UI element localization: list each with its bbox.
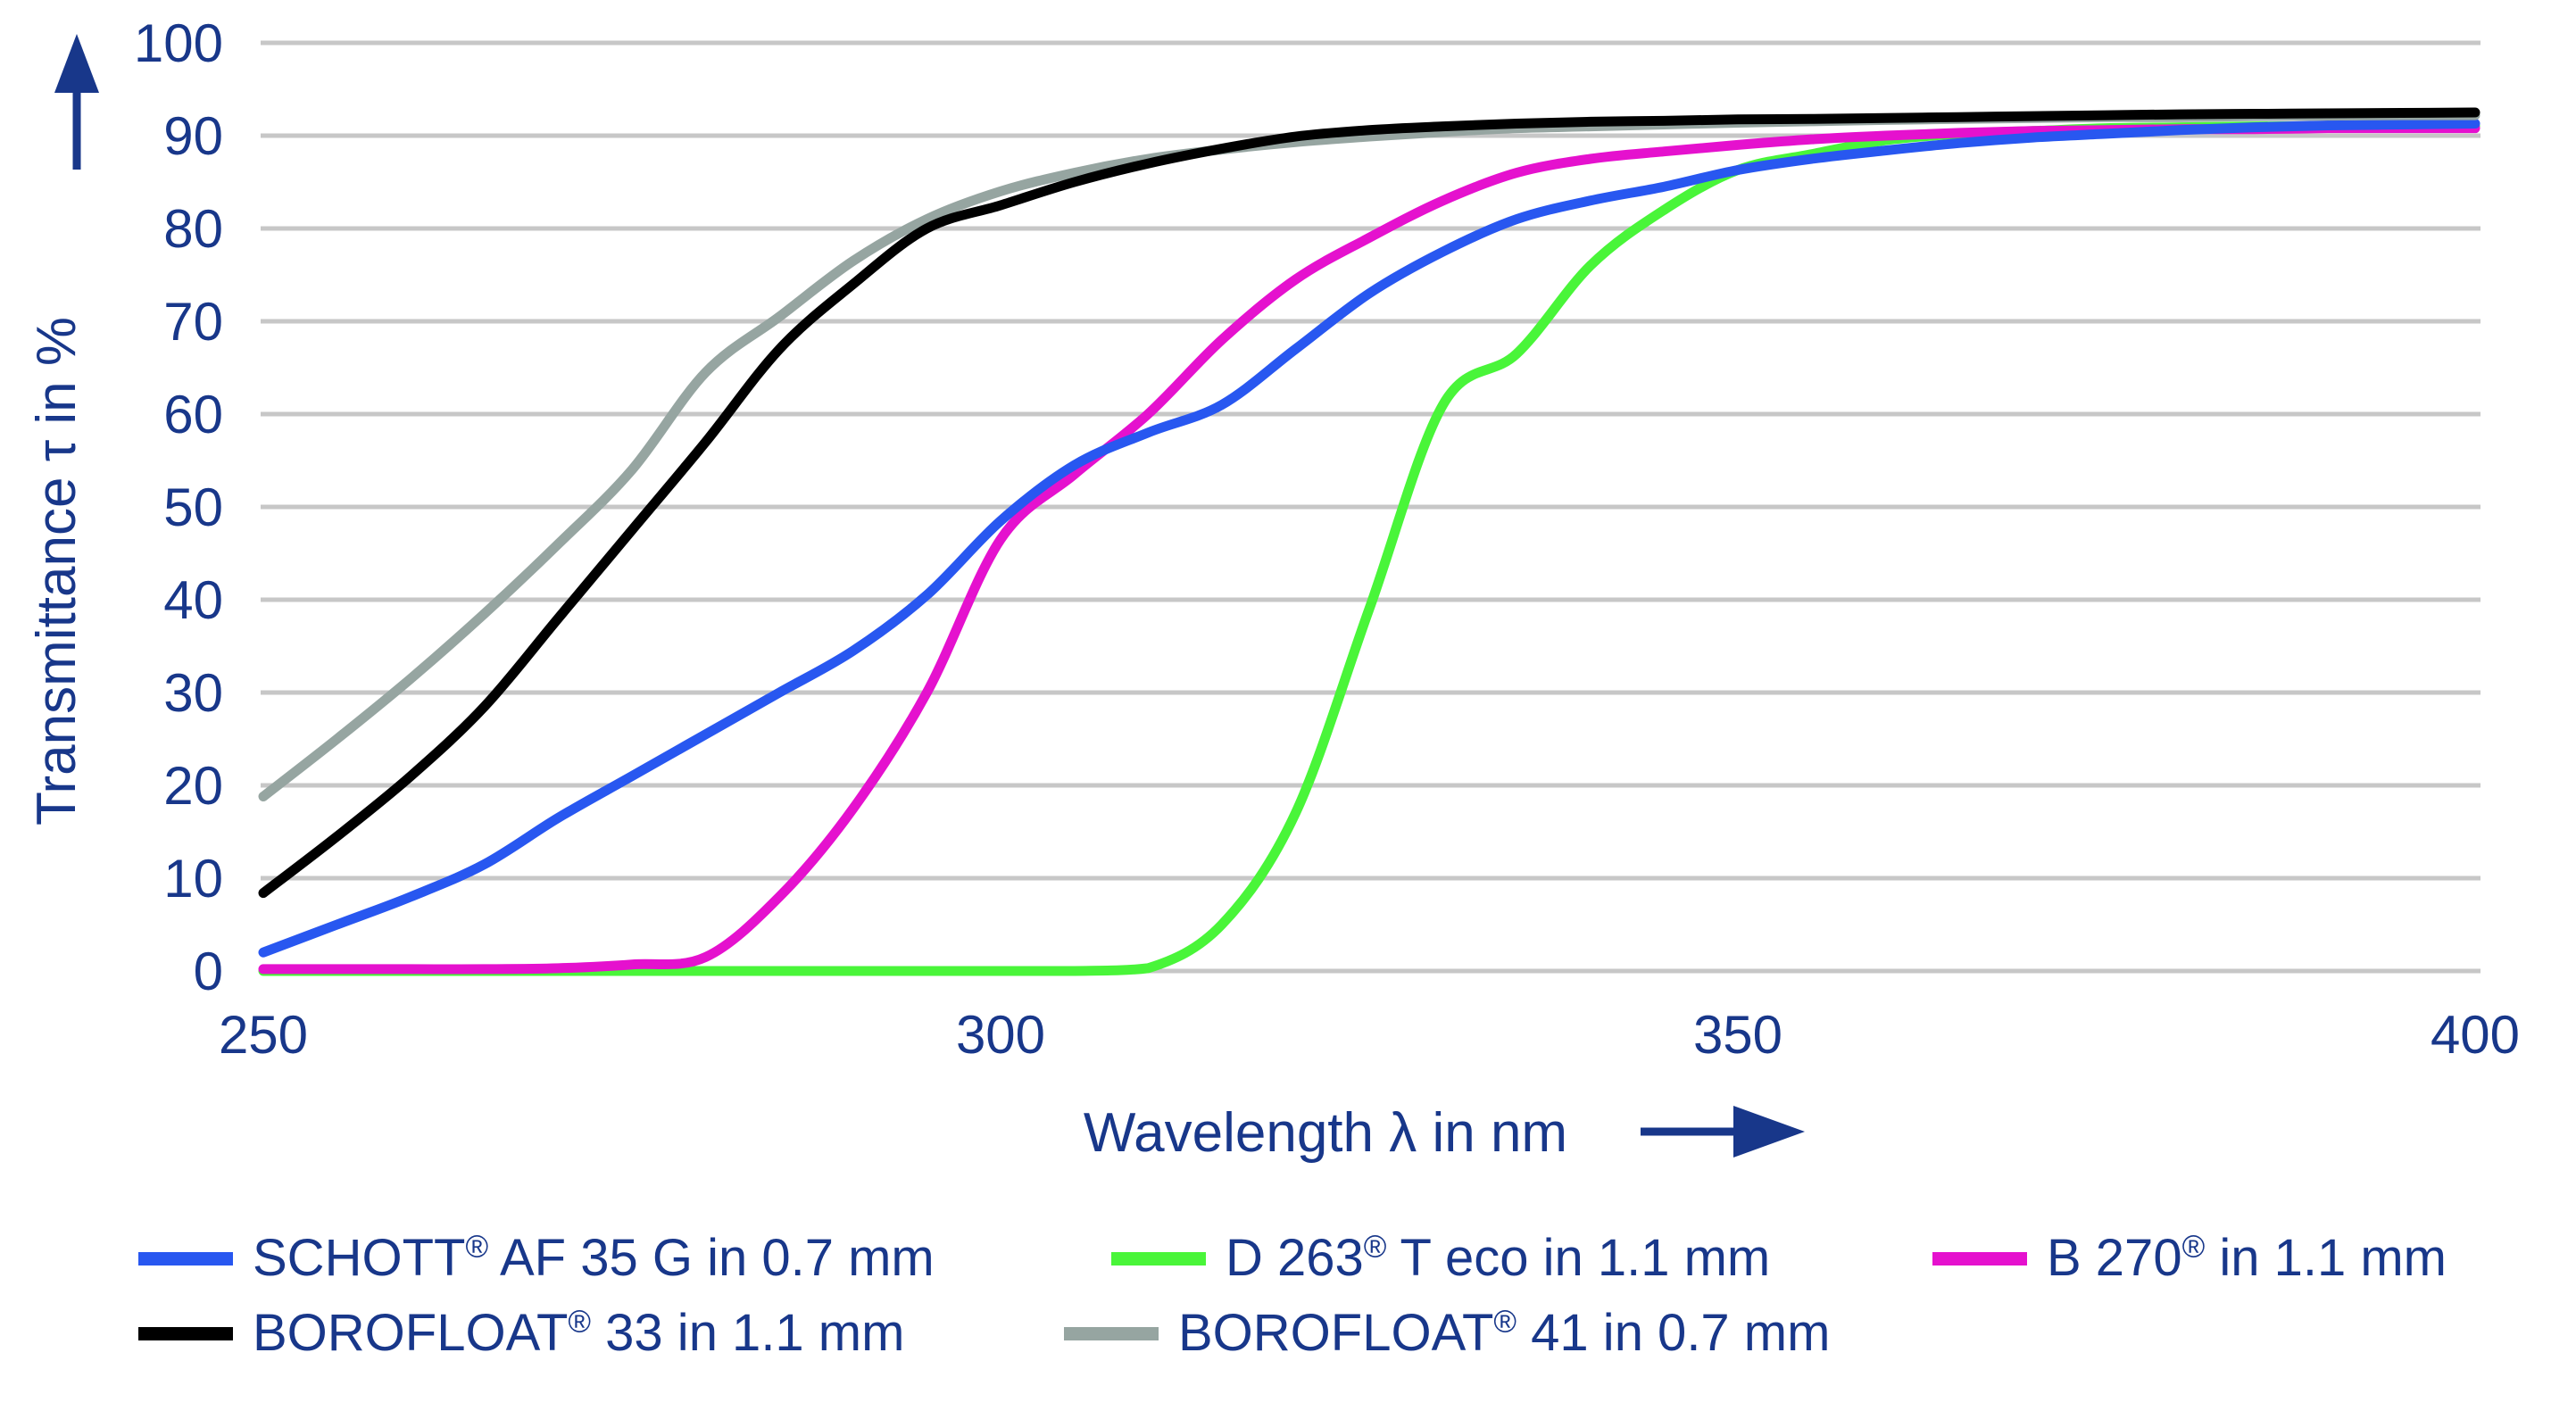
x-tick-label-250: 250 bbox=[219, 1005, 308, 1065]
y-tick-label-60: 60 bbox=[163, 385, 223, 444]
curve-black bbox=[258, 107, 2480, 899]
y-tick-label-80: 80 bbox=[163, 199, 223, 259]
curve-green bbox=[258, 121, 2480, 976]
x-axis-arrow-icon bbox=[1641, 1106, 1805, 1158]
curve-layer bbox=[258, 107, 2480, 976]
y-tick-label-90: 90 bbox=[163, 106, 223, 166]
y-tick-label-70: 70 bbox=[163, 292, 223, 352]
curve-magenta bbox=[258, 123, 2480, 975]
y-axis-title: Transmittance τ in % bbox=[26, 317, 87, 826]
y-tick-label-10: 10 bbox=[163, 849, 223, 909]
curve-blue bbox=[258, 118, 2480, 958]
x-tick-label-300: 300 bbox=[956, 1005, 1045, 1065]
x-axis-title: Wavelength λ in nm bbox=[1084, 1102, 1567, 1164]
x-tick-label-400: 400 bbox=[2431, 1005, 2520, 1065]
y-tick-label-50: 50 bbox=[163, 477, 223, 537]
y-tick-label-0: 0 bbox=[194, 942, 223, 1001]
y-tick-label-20: 20 bbox=[163, 756, 223, 816]
y-tick-label-40: 40 bbox=[163, 570, 223, 630]
y-axis-arrow-icon bbox=[54, 34, 99, 170]
y-tick-label-100: 100 bbox=[134, 13, 223, 73]
y-tick-label-30: 30 bbox=[163, 663, 223, 723]
x-tick-label-350: 350 bbox=[1693, 1005, 1782, 1065]
